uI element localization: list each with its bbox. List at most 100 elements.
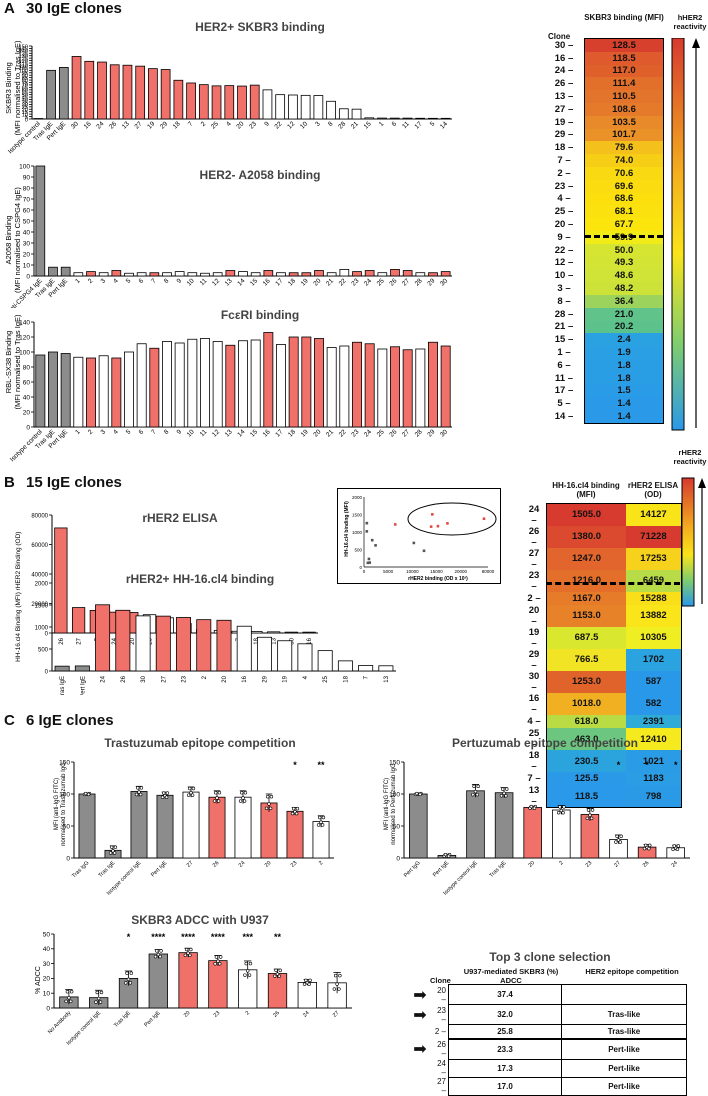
skbr3-bar <box>98 62 107 119</box>
selection-adcc: 32.0 <box>449 1005 562 1025</box>
adcc-data-point <box>273 975 276 978</box>
a2058-ytick: 0 <box>26 273 30 280</box>
pert-bar <box>409 794 427 858</box>
hh16-bar <box>75 666 89 671</box>
tras-x-label: 26 <box>212 860 221 869</box>
fcer-x-label: 12 <box>211 428 221 438</box>
heatmap-value: 69.6 <box>585 180 664 193</box>
heatmap-clone: 18 – <box>548 141 585 154</box>
hh16-x-label: 16 <box>242 675 248 682</box>
a2058-ytick: 20 <box>23 251 31 258</box>
skbr3-bar <box>327 101 336 119</box>
adcc-data-point <box>249 962 252 965</box>
inset-point <box>446 522 449 525</box>
correlation-scatter: HH-16.cl4 binding (MFI) rHER2 binding (O… <box>338 489 500 583</box>
heatmap-value: 101.7 <box>585 129 664 142</box>
fcer-x-label: 20 <box>312 428 322 438</box>
skbr3-heatmap-row: 2 –70.6 <box>548 167 664 180</box>
pert-data-point <box>616 835 619 838</box>
skbr3-bar <box>339 109 348 119</box>
tras-ylabel-2: normalised to Trastuzumab IgG <box>61 762 67 846</box>
a2058-binding-chart: A2058 Binding (MFI normalised to CSPG4 I… <box>0 160 460 308</box>
skbr3-bar <box>263 90 272 119</box>
adcc-data-point <box>189 948 192 951</box>
skbr3-x-label: 17 <box>414 120 424 130</box>
fcer-bar <box>289 337 298 427</box>
heatmap-value: 108.6 <box>585 103 664 116</box>
pert-x-label: 24 <box>671 860 680 869</box>
pert-data-point <box>587 809 590 812</box>
hh16-bar <box>257 637 271 671</box>
fcer-ytick: 120 <box>19 334 30 341</box>
fcer-x-label: 19 <box>300 428 310 438</box>
heatmap-clone: 16 – <box>548 52 585 65</box>
fcer-bar <box>365 344 374 427</box>
heatmap-value: 128.5 <box>585 39 664 52</box>
pert-x-label: 27 <box>613 860 622 869</box>
fcer-bar <box>150 348 159 427</box>
tras-data-point <box>87 793 90 796</box>
heatmap-b-clone: 26 – <box>525 526 547 548</box>
fcer-x-label: 22 <box>338 428 348 438</box>
heatmap-clone: 17 – <box>548 385 585 398</box>
heatmap-b-mfi: 1216.0 <box>547 570 627 592</box>
heatmap-clone: 11 – <box>548 372 585 385</box>
heatmap-b-od: 6459 <box>626 570 682 592</box>
tras-data-point <box>113 852 116 855</box>
fcer-bar <box>340 346 349 427</box>
inset-xlabel: rHER2 binding (OD x 10³) <box>408 576 468 582</box>
tras-data-point <box>135 793 138 796</box>
a2058-bar <box>239 272 248 276</box>
skbr3-x-label: 22 <box>274 120 284 130</box>
a2058-x-label: 3 <box>100 277 108 285</box>
fcer-x-label: 23 <box>350 428 360 438</box>
adcc-significance: **** <box>151 932 166 942</box>
adcc-bar <box>179 953 197 1008</box>
selection-arrow-icon <box>408 1059 432 1077</box>
selection-adcc: 17.3 <box>449 1059 562 1077</box>
a2058-x-label: 22 <box>338 277 348 287</box>
heatmap-clone: 15 – <box>548 333 585 346</box>
adcc-data-point <box>338 974 341 977</box>
heatmap-clone: 7 – <box>548 154 585 167</box>
panel-a-letter: A <box>4 0 15 17</box>
heatmap-value: 1.8 <box>585 372 664 385</box>
skbr3-bar <box>288 95 297 119</box>
a2058-x-label: 26 <box>388 277 398 287</box>
pert-data-point <box>591 809 594 812</box>
hh16-ytick: 2000 <box>35 581 49 587</box>
fcer-bar <box>61 354 70 428</box>
tras-data-point <box>188 787 191 790</box>
pert-x-label: 20 <box>528 860 537 869</box>
skbr3-bar <box>110 65 119 119</box>
tras-data-point <box>109 852 112 855</box>
adcc-data-point <box>336 983 339 986</box>
fcer-x-label: 3 <box>100 428 108 436</box>
adcc-ytick: 10 <box>43 991 51 998</box>
fcer-x-label: 25 <box>376 428 386 438</box>
tras-x-label: 27 <box>186 860 195 869</box>
a2058-bar <box>74 273 83 276</box>
a2058-x-label: 10 <box>186 277 196 287</box>
adcc-data-point <box>159 955 162 958</box>
heatmap-clone: 12 – <box>548 257 585 270</box>
fcer-ylabel: RBL-SX38 Binding <box>4 331 13 394</box>
skbr3-heatmap-row: 11 –1.8 <box>548 372 664 385</box>
pert-data-point <box>586 817 589 820</box>
heatmap-value: 68.6 <box>585 193 664 206</box>
pert-bar <box>467 791 485 858</box>
hh16-heatmap-header: HH-16.cl4 binding (MFI) <box>546 481 626 499</box>
a2058-x-label: 5 <box>125 277 133 285</box>
a2058-bar <box>137 273 146 276</box>
heatmap-value: 110.5 <box>585 90 664 103</box>
a2058-x-label: 6 <box>138 277 146 285</box>
hher2-scale-label: hHER2 reactivity <box>672 13 708 31</box>
adcc-data-point <box>96 991 99 994</box>
fcer-x-label: 11 <box>199 428 209 438</box>
hh16-x-label: 24 <box>101 675 107 682</box>
tras-ytick: 150 <box>59 759 70 766</box>
a2058-x-label: 23 <box>350 277 360 287</box>
inset-point <box>431 513 434 516</box>
